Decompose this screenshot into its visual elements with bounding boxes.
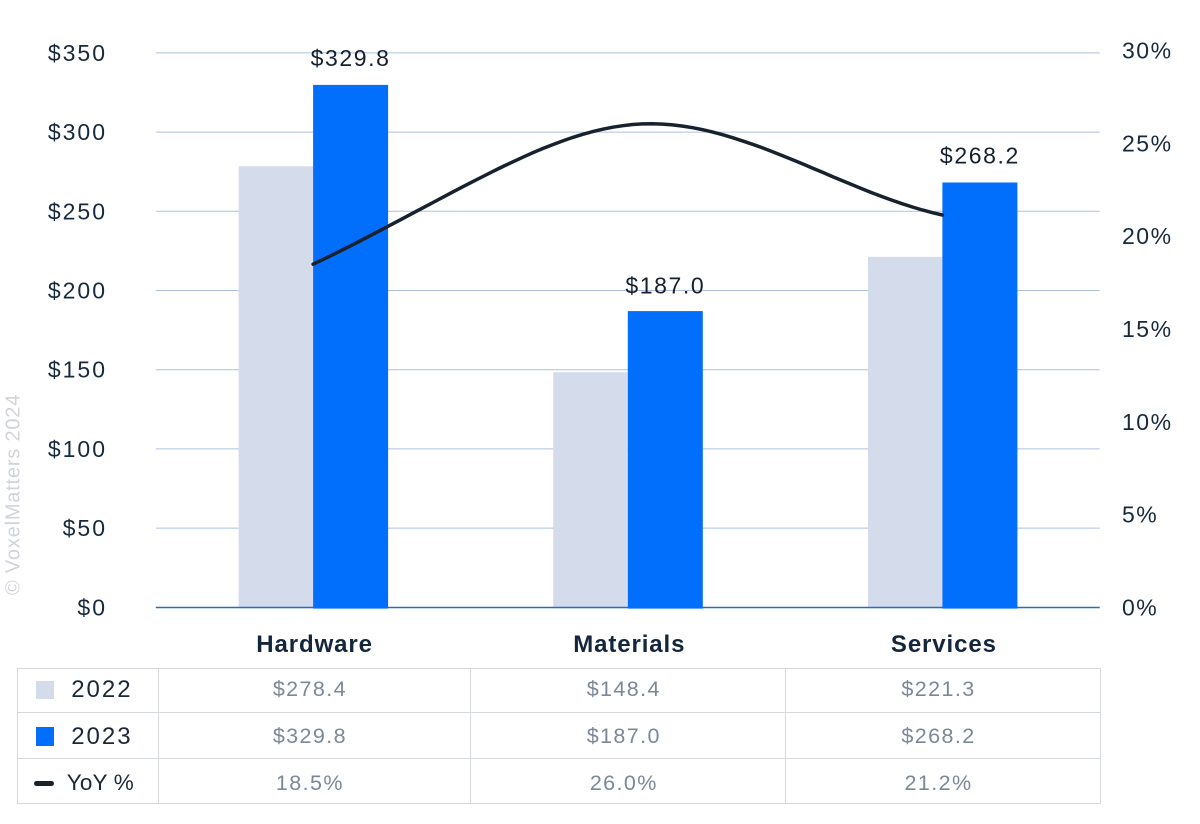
svg-text:30%: 30% <box>1122 38 1173 64</box>
svg-text:$0: $0 <box>77 594 107 620</box>
svg-text:0%: 0% <box>1122 595 1158 621</box>
svg-text:25%: 25% <box>1122 130 1173 156</box>
svg-text:$329.8: $329.8 <box>311 45 391 71</box>
svg-text:$100: $100 <box>48 436 107 462</box>
svg-text:15%: 15% <box>1122 316 1173 342</box>
svg-text:$300: $300 <box>48 119 107 145</box>
svg-text:$150: $150 <box>48 357 107 383</box>
svg-text:$350: $350 <box>48 40 107 66</box>
svg-text:$250: $250 <box>48 198 107 224</box>
svg-text:$187.0: $187.0 <box>625 272 705 298</box>
svg-text:$200: $200 <box>48 278 107 304</box>
svg-text:20%: 20% <box>1122 223 1173 249</box>
svg-text:© VoxelMatters 2024: © VoxelMatters 2024 <box>3 394 25 595</box>
svg-text:5%: 5% <box>1122 502 1158 528</box>
svg-text:$50: $50 <box>63 515 107 541</box>
svg-text:10%: 10% <box>1122 409 1173 435</box>
svg-text:$268.2: $268.2 <box>940 143 1020 169</box>
